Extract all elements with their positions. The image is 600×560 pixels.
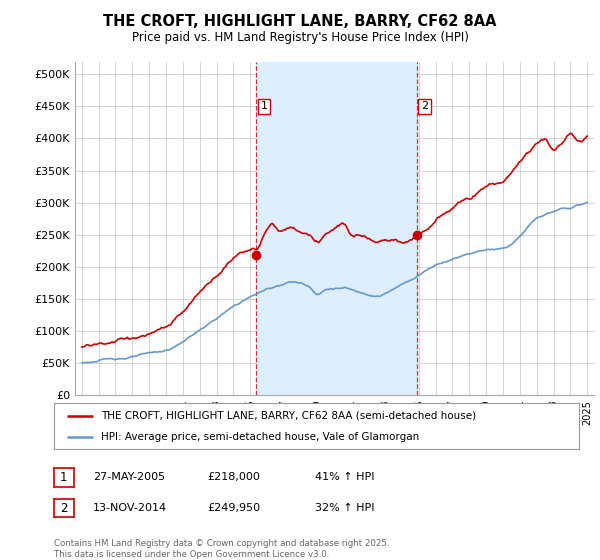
Text: £249,950: £249,950 (207, 503, 260, 513)
Text: 2: 2 (60, 502, 68, 515)
Text: 27-MAY-2005: 27-MAY-2005 (93, 472, 165, 482)
Text: HPI: Average price, semi-detached house, Vale of Glamorgan: HPI: Average price, semi-detached house,… (101, 432, 419, 442)
Text: 41% ↑ HPI: 41% ↑ HPI (315, 472, 374, 482)
Text: £218,000: £218,000 (207, 472, 260, 482)
Text: 32% ↑ HPI: 32% ↑ HPI (315, 503, 374, 513)
Text: THE CROFT, HIGHLIGHT LANE, BARRY, CF62 8AA (semi-detached house): THE CROFT, HIGHLIGHT LANE, BARRY, CF62 8… (101, 410, 476, 421)
Text: 13-NOV-2014: 13-NOV-2014 (93, 503, 167, 513)
Text: 2: 2 (421, 101, 428, 111)
Text: THE CROFT, HIGHLIGHT LANE, BARRY, CF62 8AA: THE CROFT, HIGHLIGHT LANE, BARRY, CF62 8… (103, 14, 497, 29)
Text: 1: 1 (60, 471, 68, 484)
Text: Contains HM Land Registry data © Crown copyright and database right 2025.
This d: Contains HM Land Registry data © Crown c… (54, 539, 389, 559)
Text: 1: 1 (260, 101, 268, 111)
Text: Price paid vs. HM Land Registry's House Price Index (HPI): Price paid vs. HM Land Registry's House … (131, 31, 469, 44)
Bar (256, 62, 416, 395)
